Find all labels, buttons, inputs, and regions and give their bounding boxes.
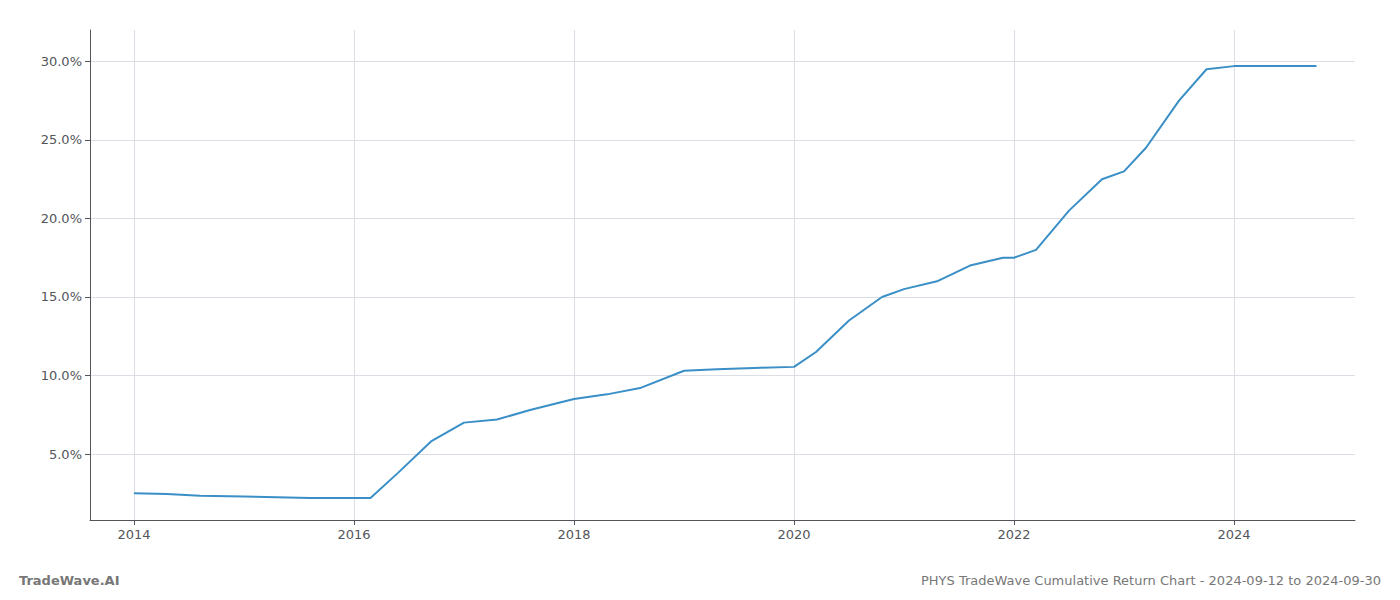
svg-text:5.0%: 5.0% xyxy=(49,447,82,462)
svg-text:2020: 2020 xyxy=(777,527,810,542)
svg-text:10.0%: 10.0% xyxy=(41,368,82,383)
svg-text:30.0%: 30.0% xyxy=(41,54,82,69)
svg-text:2016: 2016 xyxy=(337,527,370,542)
svg-text:2018: 2018 xyxy=(557,527,590,542)
svg-text:20.0%: 20.0% xyxy=(41,211,82,226)
svg-text:PHYS TradeWave Cumulative Retu: PHYS TradeWave Cumulative Return Chart -… xyxy=(921,573,1381,588)
svg-text:25.0%: 25.0% xyxy=(41,132,82,147)
svg-text:15.0%: 15.0% xyxy=(41,289,82,304)
svg-text:2024: 2024 xyxy=(1217,527,1250,542)
svg-text:TradeWave.AI: TradeWave.AI xyxy=(19,573,120,588)
svg-text:2014: 2014 xyxy=(117,527,150,542)
svg-text:2022: 2022 xyxy=(997,527,1030,542)
